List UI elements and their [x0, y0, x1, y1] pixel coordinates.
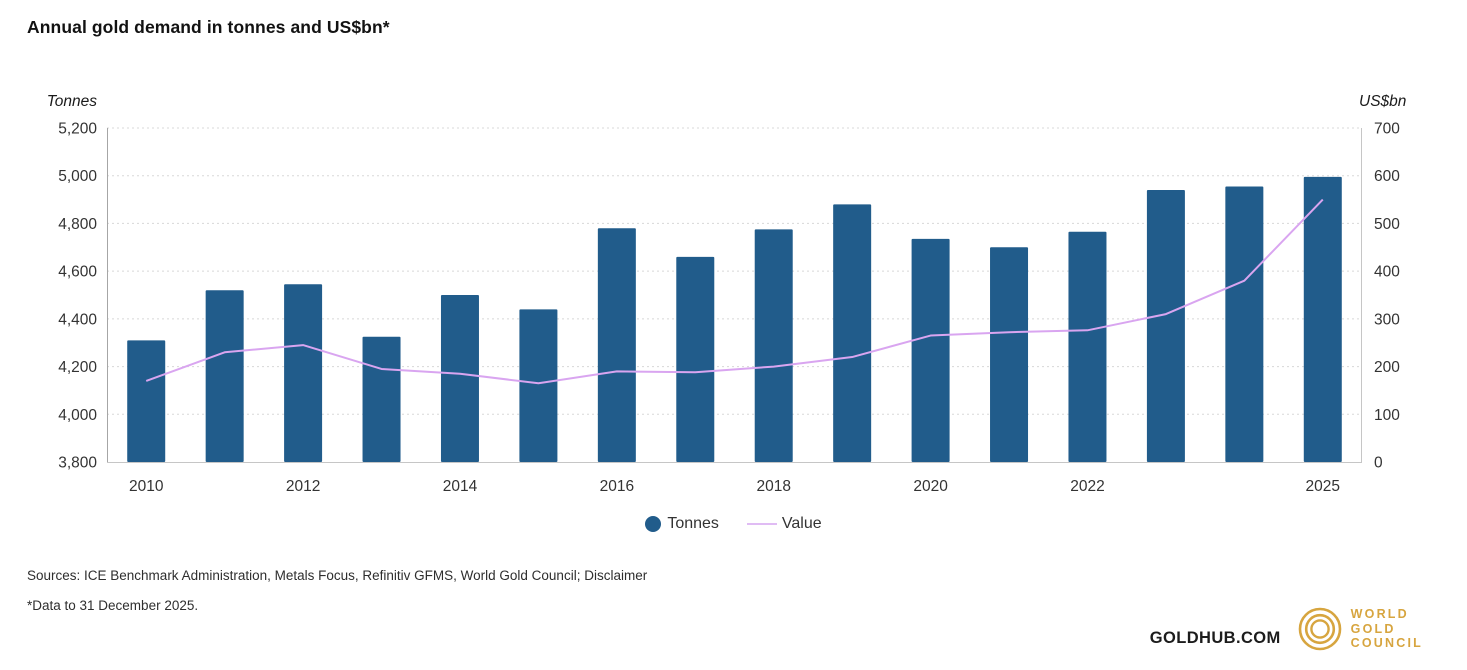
bar-2015[interactable]	[519, 309, 558, 462]
x-tick-2018: 2018	[756, 478, 790, 495]
legend-item-value[interactable]: Value	[746, 515, 822, 533]
value-legend-label: Value	[781, 515, 822, 532]
x-tick-2025: 2025	[1306, 478, 1340, 495]
goldhub-text: GOLDHUB.COM	[1149, 628, 1281, 647]
right-axis-title: US$bn	[1359, 93, 1407, 110]
right-tick-100: 100	[1374, 407, 1400, 424]
bar-2025[interactable]	[1303, 176, 1342, 462]
bar-2014[interactable]	[440, 295, 479, 462]
bar-2017[interactable]	[676, 256, 715, 462]
wgc-word-world: WORLD	[1350, 607, 1409, 622]
bar-2020[interactable]	[911, 238, 950, 462]
value-line[interactable]	[145, 198, 1324, 385]
bar-2022[interactable]	[1068, 231, 1107, 462]
right-tick-200: 200	[1374, 359, 1400, 376]
left-axis-title: Tonnes	[46, 93, 97, 110]
x-tick-2022: 2022	[1070, 478, 1104, 495]
brand-area: GOLDHUB.COM WORLD GOLD COUNCIL	[1150, 606, 1423, 652]
sources-text: Sources: ICE Benchmark Administration, M…	[27, 568, 648, 583]
chart-canvas: 5,200 5,000 4,800 4,600 4,400 4,200 4,000 3,800…	[58, 121, 1400, 496]
right-tick-400: 400	[1374, 264, 1400, 281]
left-tick-4400: 4,400	[58, 311, 97, 328]
x-tick-2020: 2020	[913, 478, 948, 495]
right-tick-0: 0	[1374, 455, 1383, 472]
legend-item-tonnes[interactable]: Tonnes	[645, 515, 719, 533]
bar-2016[interactable]	[597, 228, 636, 462]
x-tick-2016: 2016	[600, 478, 634, 495]
bar-2013[interactable]	[362, 336, 401, 462]
bar-2010[interactable]	[127, 340, 166, 462]
bar-2018[interactable]	[754, 229, 793, 462]
x-tick-2014: 2014	[443, 478, 478, 495]
left-tick-3800: 3,800	[58, 455, 97, 472]
world-gold-council-logo: WORLD GOLD COUNCIL	[1297, 606, 1423, 652]
bar-2012[interactable]	[284, 284, 323, 462]
tonnes-legend-circle-icon	[645, 516, 662, 532]
left-tick-5000: 5,000	[58, 168, 97, 185]
right-tick-500: 500	[1374, 216, 1400, 233]
bar-2023[interactable]	[1146, 190, 1185, 462]
tonnes-legend-label: Tonnes	[667, 515, 719, 532]
bar-2019[interactable]	[833, 204, 872, 463]
wgc-word-council: COUNCIL	[1350, 636, 1423, 651]
left-tick-4000: 4,000	[58, 407, 97, 424]
value-legend-line-icon	[746, 523, 777, 525]
right-tick-300: 300	[1374, 311, 1400, 328]
left-tick-4200: 4,200	[58, 359, 97, 376]
left-tick-4600: 4,600	[58, 264, 97, 281]
left-tick-4800: 4,800	[58, 216, 97, 233]
wgc-wordmark: WORLD GOLD COUNCIL	[1351, 607, 1423, 651]
chart-legend: Tonnes Value	[0, 515, 1467, 533]
footnote-text: *Data to 31 December 2025.	[27, 598, 199, 613]
right-tick-700: 700	[1374, 121, 1400, 138]
left-tick-5200: 5,200	[58, 121, 97, 138]
right-tick-600: 600	[1374, 168, 1400, 185]
x-tick-2010: 2010	[129, 478, 164, 495]
wgc-rings-icon	[1298, 607, 1341, 651]
wgc-word-gold: GOLD	[1350, 621, 1396, 636]
bar-2011[interactable]	[205, 290, 244, 462]
bar-2021[interactable]	[990, 247, 1029, 462]
chart-title: Annual gold demand in tonnes and US$bn*	[27, 17, 390, 37]
x-tick-2012: 2012	[286, 478, 320, 495]
bar-2024[interactable]	[1225, 186, 1264, 462]
